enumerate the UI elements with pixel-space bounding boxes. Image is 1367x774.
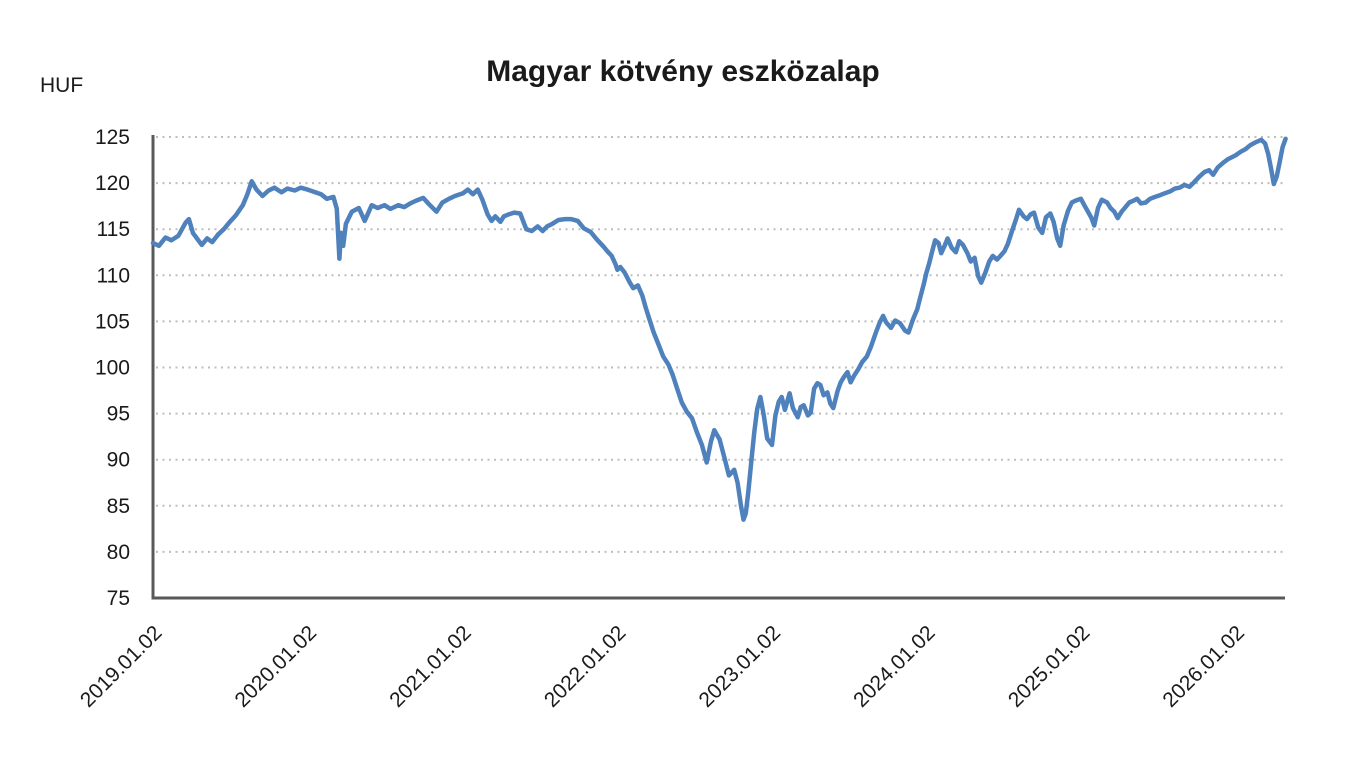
x-tick-label: 2026.01.02 — [1158, 621, 1249, 712]
x-tick-label: 2020.01.02 — [231, 621, 322, 712]
y-tick-label: 90 — [107, 449, 130, 472]
y-tick-label: 120 — [95, 172, 130, 195]
x-tick-label: 2019.01.02 — [76, 621, 167, 712]
x-tick-label: 2023.01.02 — [695, 621, 786, 712]
x-tick-label: 2021.01.02 — [385, 621, 476, 712]
y-tick-label: 110 — [97, 264, 130, 287]
y-tick-label: 75 — [107, 587, 130, 610]
y-tick-label: 125 — [95, 126, 130, 149]
x-tick-label: 2022.01.02 — [540, 621, 631, 712]
axis-group — [151, 135, 1285, 600]
y-tick-label: 80 — [107, 541, 130, 564]
x-tick-label: 2024.01.02 — [849, 621, 940, 712]
y-tick-label: 95 — [107, 403, 130, 426]
price-line — [150, 136, 1288, 522]
x-tick-label: 2025.01.02 — [1004, 621, 1095, 712]
chart-title: Magyar kötvény eszközalap — [486, 55, 880, 88]
y-axis-unit-label: HUF — [40, 74, 83, 97]
y-tick-label: 115 — [97, 218, 130, 241]
y-tick-label: 100 — [95, 357, 130, 380]
series-group — [150, 136, 1288, 522]
axis-lines — [151, 135, 1285, 600]
y-tick-label: 105 — [95, 310, 130, 333]
y-tick-label: 85 — [107, 495, 130, 518]
tick-labels-group: 75 80 85 90 95 100 105 110 115 120 125 2019.01.02 20… — [76, 126, 1249, 712]
